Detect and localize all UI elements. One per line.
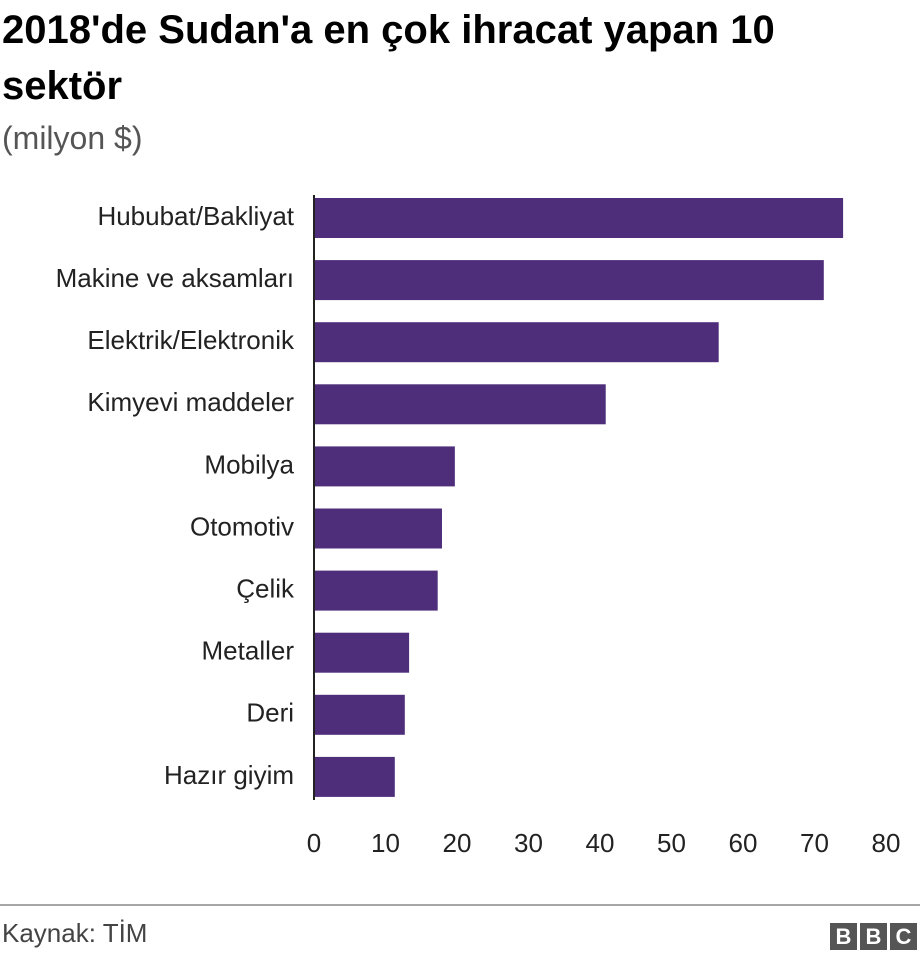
logo-letter: B (836, 924, 852, 949)
bar (314, 322, 719, 363)
bar (314, 508, 442, 549)
logo-letter: B (866, 924, 882, 949)
y-tick-label: Hazır giyim (164, 760, 294, 790)
bar (314, 384, 606, 425)
bar (314, 198, 844, 238)
bar (314, 570, 438, 611)
x-tick-label: 60 (729, 828, 758, 858)
y-tick-label: Mobilya (204, 449, 294, 479)
y-tick-label: Otomotiv (190, 511, 294, 541)
logo-letter: C (896, 924, 912, 949)
bar (314, 260, 824, 301)
bar (314, 632, 410, 673)
y-tick-label: Kimyevi maddeler (87, 387, 294, 417)
chart-subtitle: (milyon $) (2, 120, 143, 156)
y-tick-label: Makine ve aksamları (56, 263, 294, 293)
y-tick-label: Deri (246, 698, 294, 728)
x-tick-label: 80 (872, 828, 901, 858)
logo-box (830, 923, 857, 950)
x-tick-label: 20 (443, 828, 472, 858)
bar (314, 694, 405, 735)
logo-box (890, 923, 917, 950)
y-tick-label: Metaller (202, 636, 295, 666)
logo-box (860, 923, 887, 950)
x-tick-label: 40 (586, 828, 615, 858)
x-tick-label: 70 (800, 828, 829, 858)
x-tick-label: 10 (371, 828, 400, 858)
chart-title: 2018'de Sudan'a en çok ihracat yapan 10 … (2, 8, 775, 108)
x-tick-label: 0 (307, 828, 321, 858)
y-tick-label: Çelik (236, 573, 295, 603)
source: Kaynak: TİM (2, 918, 147, 948)
y-tick-label: Elektrik/Elektronik (87, 325, 295, 355)
bar (314, 446, 455, 487)
bar (314, 756, 395, 797)
y-tick-label: Hububat/Bakliyat (97, 201, 294, 231)
x-tick-label: 30 (514, 828, 543, 858)
x-tick-label: 50 (657, 828, 686, 858)
